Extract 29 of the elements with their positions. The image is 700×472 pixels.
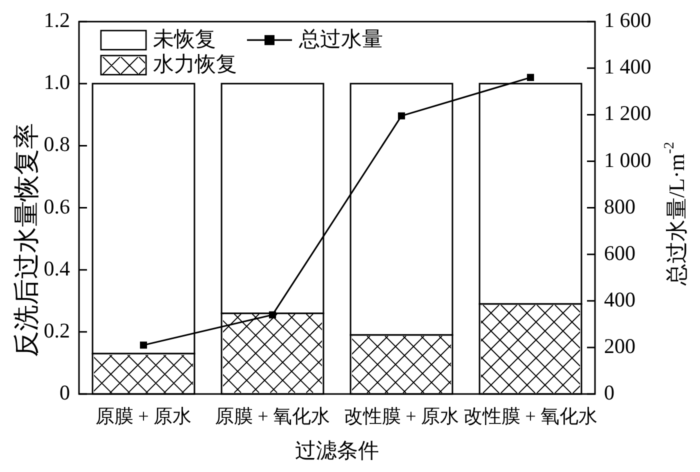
x-tick-label: 改性膜 + 氧化水	[463, 406, 598, 428]
y-tick-label: 0.8	[44, 132, 70, 156]
y-axis-title: 反洗后过水量恢复率	[12, 122, 41, 357]
legend-label: 未恢复	[153, 27, 216, 52]
y2-axis-title: 总过水量/L·m-2	[661, 142, 689, 287]
y2-tick-label: 0	[604, 380, 614, 405]
y2-tick-label: 600	[604, 240, 636, 265]
y-tick-label: 0	[60, 380, 70, 405]
y-tick-label: 1.0	[44, 70, 70, 94]
y2-tick-label: 800	[604, 194, 636, 218]
point	[526, 74, 534, 81]
y-tick-label: 0.4	[44, 256, 70, 280]
legend-label: 总过水量	[298, 27, 383, 52]
legend-label: 水力恢复	[153, 52, 237, 76]
y2-tick-label: 200	[604, 334, 636, 358]
x-axis-title: 过滤条件	[295, 438, 379, 463]
y2-tick-label: 400	[604, 287, 636, 312]
point	[398, 112, 406, 120]
x-tick-label: 原膜 + 氧化水	[214, 406, 330, 428]
y-tick-label: 0.6	[44, 194, 70, 218]
y2-tick-label: 1 200	[604, 101, 652, 126]
x-tick-label: 原膜 + 原水	[95, 406, 192, 428]
y2-tick-label: 1 400	[604, 54, 652, 79]
y-tick-label: 0.2	[44, 318, 70, 342]
y2-tick-label: 1 600	[604, 8, 652, 32]
point	[140, 342, 148, 349]
y-tick-label: 1.2	[44, 8, 70, 32]
y2-tick-label: 1 000	[604, 148, 652, 172]
x-tick-label: 改性膜 + 原水	[344, 406, 460, 428]
